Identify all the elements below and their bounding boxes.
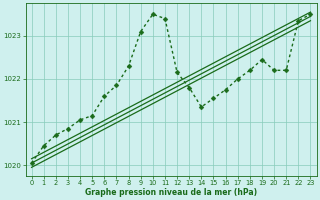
X-axis label: Graphe pression niveau de la mer (hPa): Graphe pression niveau de la mer (hPa): [85, 188, 257, 197]
